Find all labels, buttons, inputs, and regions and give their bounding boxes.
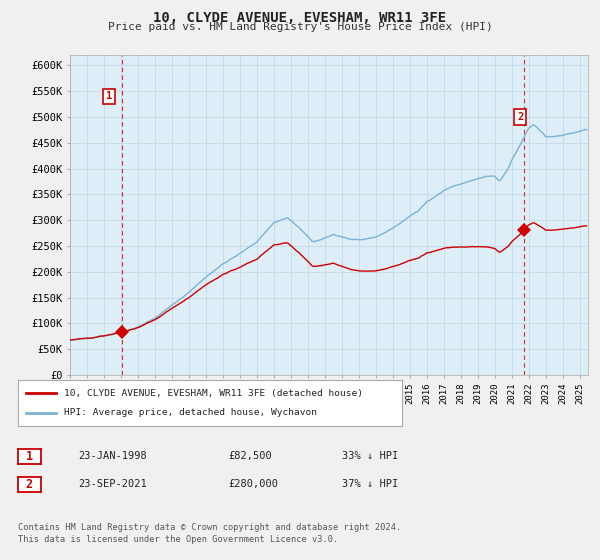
Text: 33% ↓ HPI: 33% ↓ HPI [342,451,398,461]
Text: 37% ↓ HPI: 37% ↓ HPI [342,479,398,489]
Text: 23-SEP-2021: 23-SEP-2021 [78,479,147,489]
Text: 2: 2 [517,112,523,122]
Text: 1: 1 [26,450,33,463]
Text: £280,000: £280,000 [228,479,278,489]
Text: Price paid vs. HM Land Registry's House Price Index (HPI): Price paid vs. HM Land Registry's House … [107,22,493,32]
Text: £82,500: £82,500 [228,451,272,461]
Text: 2: 2 [26,478,33,491]
Text: 10, CLYDE AVENUE, EVESHAM, WR11 3FE: 10, CLYDE AVENUE, EVESHAM, WR11 3FE [154,11,446,25]
Text: This data is licensed under the Open Government Licence v3.0.: This data is licensed under the Open Gov… [18,535,338,544]
Text: 23-JAN-1998: 23-JAN-1998 [78,451,147,461]
Text: Contains HM Land Registry data © Crown copyright and database right 2024.: Contains HM Land Registry data © Crown c… [18,523,401,532]
Text: HPI: Average price, detached house, Wychavon: HPI: Average price, detached house, Wych… [64,408,317,417]
Text: 1: 1 [106,91,112,101]
Text: 10, CLYDE AVENUE, EVESHAM, WR11 3FE (detached house): 10, CLYDE AVENUE, EVESHAM, WR11 3FE (det… [64,389,363,398]
